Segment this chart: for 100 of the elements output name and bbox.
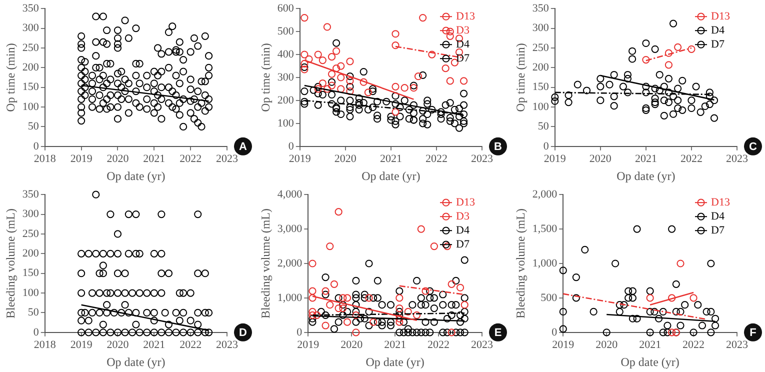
point (334, 294, 342, 302)
point (664, 88, 673, 96)
x-tick-label: 2020 (340, 338, 364, 351)
x-tick-label: 2021 (384, 338, 406, 351)
point (452, 276, 460, 285)
point (460, 314, 468, 322)
point (408, 301, 416, 309)
point (616, 308, 624, 316)
legend-label: D7 (711, 38, 725, 50)
y-tick-label: 250 (22, 42, 40, 54)
point (405, 115, 413, 123)
point (413, 311, 421, 319)
point (455, 124, 464, 132)
point (419, 14, 427, 22)
point (387, 112, 395, 120)
point (373, 98, 382, 106)
x-tick-label: 2021 (634, 152, 657, 165)
point (668, 225, 676, 233)
point (310, 86, 318, 94)
point (688, 45, 696, 53)
legend-label: D13 (711, 10, 730, 22)
point (668, 294, 676, 302)
x-axis-title: Op date (yr) (620, 354, 680, 369)
point (382, 98, 390, 106)
point (386, 301, 395, 309)
point (313, 311, 321, 319)
x-tick-label: 2019 (288, 152, 312, 165)
point (386, 318, 395, 326)
point (360, 314, 368, 322)
point (396, 311, 404, 319)
x-tick-label: 2020 (106, 338, 130, 351)
point (330, 280, 338, 288)
point (400, 84, 408, 92)
point (596, 96, 604, 104)
point (300, 14, 308, 22)
point (706, 92, 714, 100)
point (696, 108, 704, 116)
y-tick-label: 50 (538, 120, 550, 133)
point (426, 294, 434, 302)
point (417, 328, 425, 336)
point (706, 100, 714, 108)
point (396, 104, 404, 112)
point (559, 308, 567, 316)
point (651, 45, 659, 53)
point (676, 260, 684, 268)
point (355, 106, 363, 114)
point (318, 56, 326, 64)
legend-label: D7 (456, 52, 470, 64)
point (419, 120, 427, 128)
x-tick-label: 2022 (682, 338, 705, 351)
point (337, 96, 345, 104)
point (314, 101, 322, 109)
x-tick-label: 2023 (471, 152, 494, 165)
x-axis-title: Op date (yr) (616, 168, 676, 183)
legend-label: D7 (456, 238, 470, 250)
y-tick-label: 0 (543, 140, 550, 152)
point (424, 96, 432, 104)
point (352, 290, 360, 298)
point (460, 117, 468, 125)
point (332, 47, 340, 55)
point (396, 308, 404, 316)
y-tick-label: 3,000 (277, 222, 303, 235)
point (624, 88, 632, 96)
y-tick-label: 350 (22, 188, 40, 200)
x-tick-label: 2021 (143, 338, 166, 351)
point (651, 98, 659, 106)
point (352, 308, 360, 316)
x-axis-title: Op date (yr) (106, 354, 166, 369)
point (669, 92, 678, 100)
point (590, 308, 598, 316)
point (373, 112, 382, 120)
point (664, 61, 673, 69)
point (688, 104, 696, 112)
y-tick-label: 600 (277, 2, 294, 14)
point (392, 108, 400, 116)
point (672, 280, 680, 288)
point (612, 260, 620, 268)
point (678, 106, 686, 114)
point (378, 318, 386, 326)
point (688, 96, 696, 104)
point (356, 314, 364, 322)
point (322, 273, 330, 282)
point (690, 294, 698, 302)
point (672, 308, 680, 316)
point (711, 314, 720, 322)
x-tick-label: 2022 (425, 152, 448, 165)
point (368, 85, 377, 93)
point (332, 64, 340, 72)
point (656, 86, 664, 94)
x-tick-label: 2020 (589, 152, 612, 165)
y-tick-label: 1,000 (532, 257, 558, 270)
point (446, 77, 454, 85)
point (456, 311, 464, 319)
x-tick-label: 2022 (180, 152, 202, 165)
point (328, 82, 336, 90)
point (711, 322, 720, 330)
point (337, 110, 345, 118)
point (676, 322, 684, 330)
point (396, 287, 404, 295)
point (346, 58, 354, 66)
